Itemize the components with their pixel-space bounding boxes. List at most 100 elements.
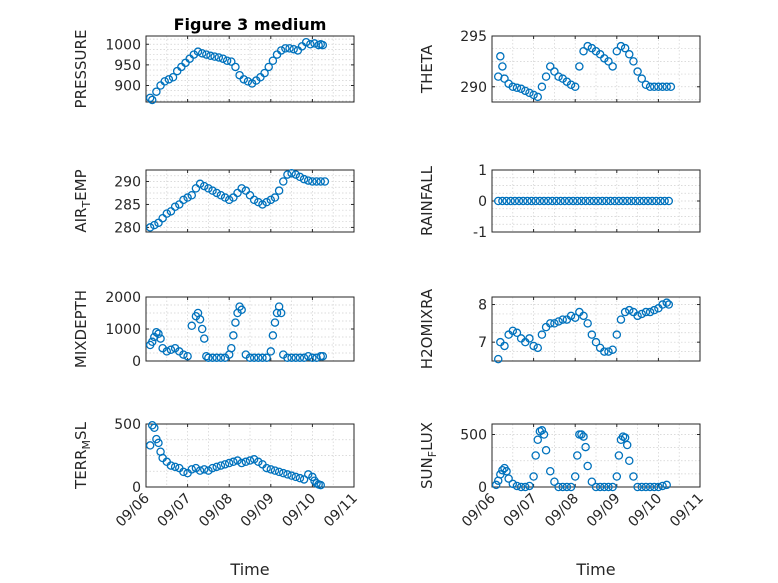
x-tick-label: 09/07 [155,491,195,531]
x-tick-label: 09/09 [584,491,624,531]
data-point [608,62,617,71]
data-point [260,68,269,78]
data-point [581,196,590,206]
data-point [295,353,305,363]
data-point [266,195,276,205]
data-point [316,480,325,490]
y-axis-label: AIRTEMP [72,169,93,232]
data-point [245,353,255,363]
data-point [579,432,588,441]
data-point [508,82,518,92]
x-axis-label: Time [229,560,269,579]
data-point [204,184,213,193]
data-point [224,195,234,205]
data-point [558,482,567,492]
data-point [645,482,655,492]
data-point [308,177,317,186]
data-point [312,177,321,186]
data-point [212,462,221,472]
data-point [291,170,301,179]
data-point [308,353,317,363]
x-axis-label: Time [575,560,615,579]
data-point [664,300,674,309]
y-tick-label: 295 [460,29,487,45]
data-point [633,482,642,492]
data-point [183,351,192,361]
data-point [195,315,205,324]
data-point [616,41,626,51]
data-point [299,353,309,363]
data-point [249,455,259,464]
y-tick-label: 0 [478,194,487,210]
data-point [254,197,263,207]
data-point [579,46,588,56]
y-axis-label: MIXDEPTH [72,290,90,368]
data-point [245,456,255,465]
data-point [274,467,284,477]
data-point [525,481,534,491]
x-tick-label: 09/10 [625,491,665,531]
data-point [295,172,305,182]
data-point [633,311,642,321]
data-point [631,196,640,206]
data-point [258,200,267,209]
data-point [537,82,547,92]
y-axis-label: SUNFLUX [418,422,439,489]
data-point [166,461,176,470]
data-point [533,343,543,353]
data-point [320,177,330,186]
data-point [637,309,647,319]
panel-8: 0 500 SUNFLUX 09/06 09/07 09/08 09/09 09/10 09/1… [418,422,707,579]
data-point [543,196,553,206]
data-point [266,465,276,474]
axes-frame [145,35,355,103]
data-point [641,307,651,317]
x-tick-label: 09/08 [196,491,236,531]
y-tick-label: -1 [473,225,487,241]
data-point [604,347,613,356]
data-point [566,482,576,492]
chart-title: Figure 3 medium [174,15,327,34]
data-point [593,196,603,206]
data-point [218,54,228,63]
data-point [279,177,288,186]
data-point [493,354,503,364]
data-point [545,466,555,476]
data-point [227,57,236,66]
data-point [510,196,520,206]
data-point [635,196,644,206]
data-point [566,311,576,321]
data-point [295,473,305,483]
data-point [258,353,267,363]
data-point [521,482,530,492]
data-point [224,458,234,468]
data-point [539,430,549,439]
data-point [303,351,313,361]
data-point [262,353,271,363]
data-point [283,470,292,479]
data-point [654,82,663,92]
data-point [591,482,601,492]
data-point [579,311,588,321]
y-axis-label: RAINFALL [418,165,436,236]
data-point [552,196,561,206]
axes-frame [145,169,355,233]
data-point [664,196,674,206]
panel-5: 0 1000 2000 MIXDEPTH [72,290,355,370]
data-point [514,196,524,206]
data-point [204,466,213,475]
data-point [629,472,638,481]
data-point [516,84,526,94]
data-point [612,330,622,339]
data-point [620,307,630,317]
data-point [612,472,622,481]
data-point [264,62,273,72]
panel-6: 7 8 H2OMIXRA [418,288,701,369]
data-point [249,353,259,363]
data-point [187,321,197,331]
data-point [162,209,172,218]
data-point [187,191,197,200]
data-point [531,451,540,460]
data-point [170,462,180,472]
data-point [518,196,528,206]
